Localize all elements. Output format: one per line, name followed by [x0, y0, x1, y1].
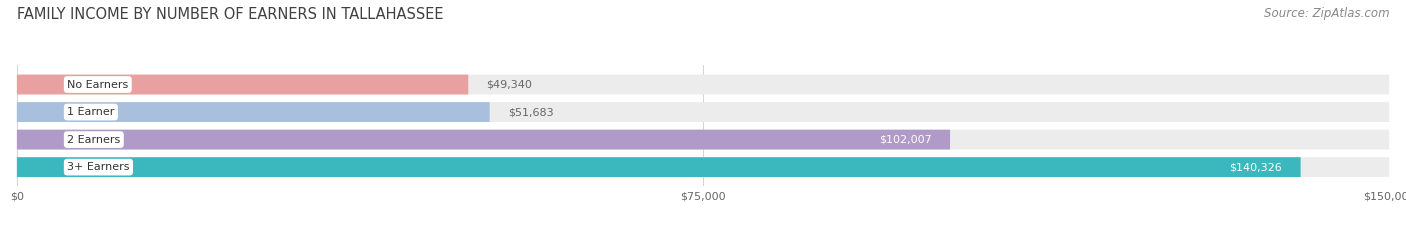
FancyBboxPatch shape: [17, 102, 489, 122]
FancyBboxPatch shape: [17, 130, 1389, 150]
Text: $51,683: $51,683: [508, 107, 554, 117]
Text: 3+ Earners: 3+ Earners: [67, 162, 129, 172]
Text: $102,007: $102,007: [879, 135, 932, 145]
Text: FAMILY INCOME BY NUMBER OF EARNERS IN TALLAHASSEE: FAMILY INCOME BY NUMBER OF EARNERS IN TA…: [17, 7, 443, 22]
FancyBboxPatch shape: [17, 157, 1301, 177]
FancyBboxPatch shape: [17, 75, 1389, 94]
FancyBboxPatch shape: [17, 157, 1389, 177]
Text: Source: ZipAtlas.com: Source: ZipAtlas.com: [1264, 7, 1389, 20]
Text: $140,326: $140,326: [1230, 162, 1282, 172]
Text: $49,340: $49,340: [486, 79, 533, 89]
Text: No Earners: No Earners: [67, 79, 128, 89]
FancyBboxPatch shape: [17, 130, 950, 150]
Text: 1 Earner: 1 Earner: [67, 107, 114, 117]
FancyBboxPatch shape: [17, 102, 1389, 122]
Text: 2 Earners: 2 Earners: [67, 135, 121, 145]
FancyBboxPatch shape: [17, 75, 468, 94]
